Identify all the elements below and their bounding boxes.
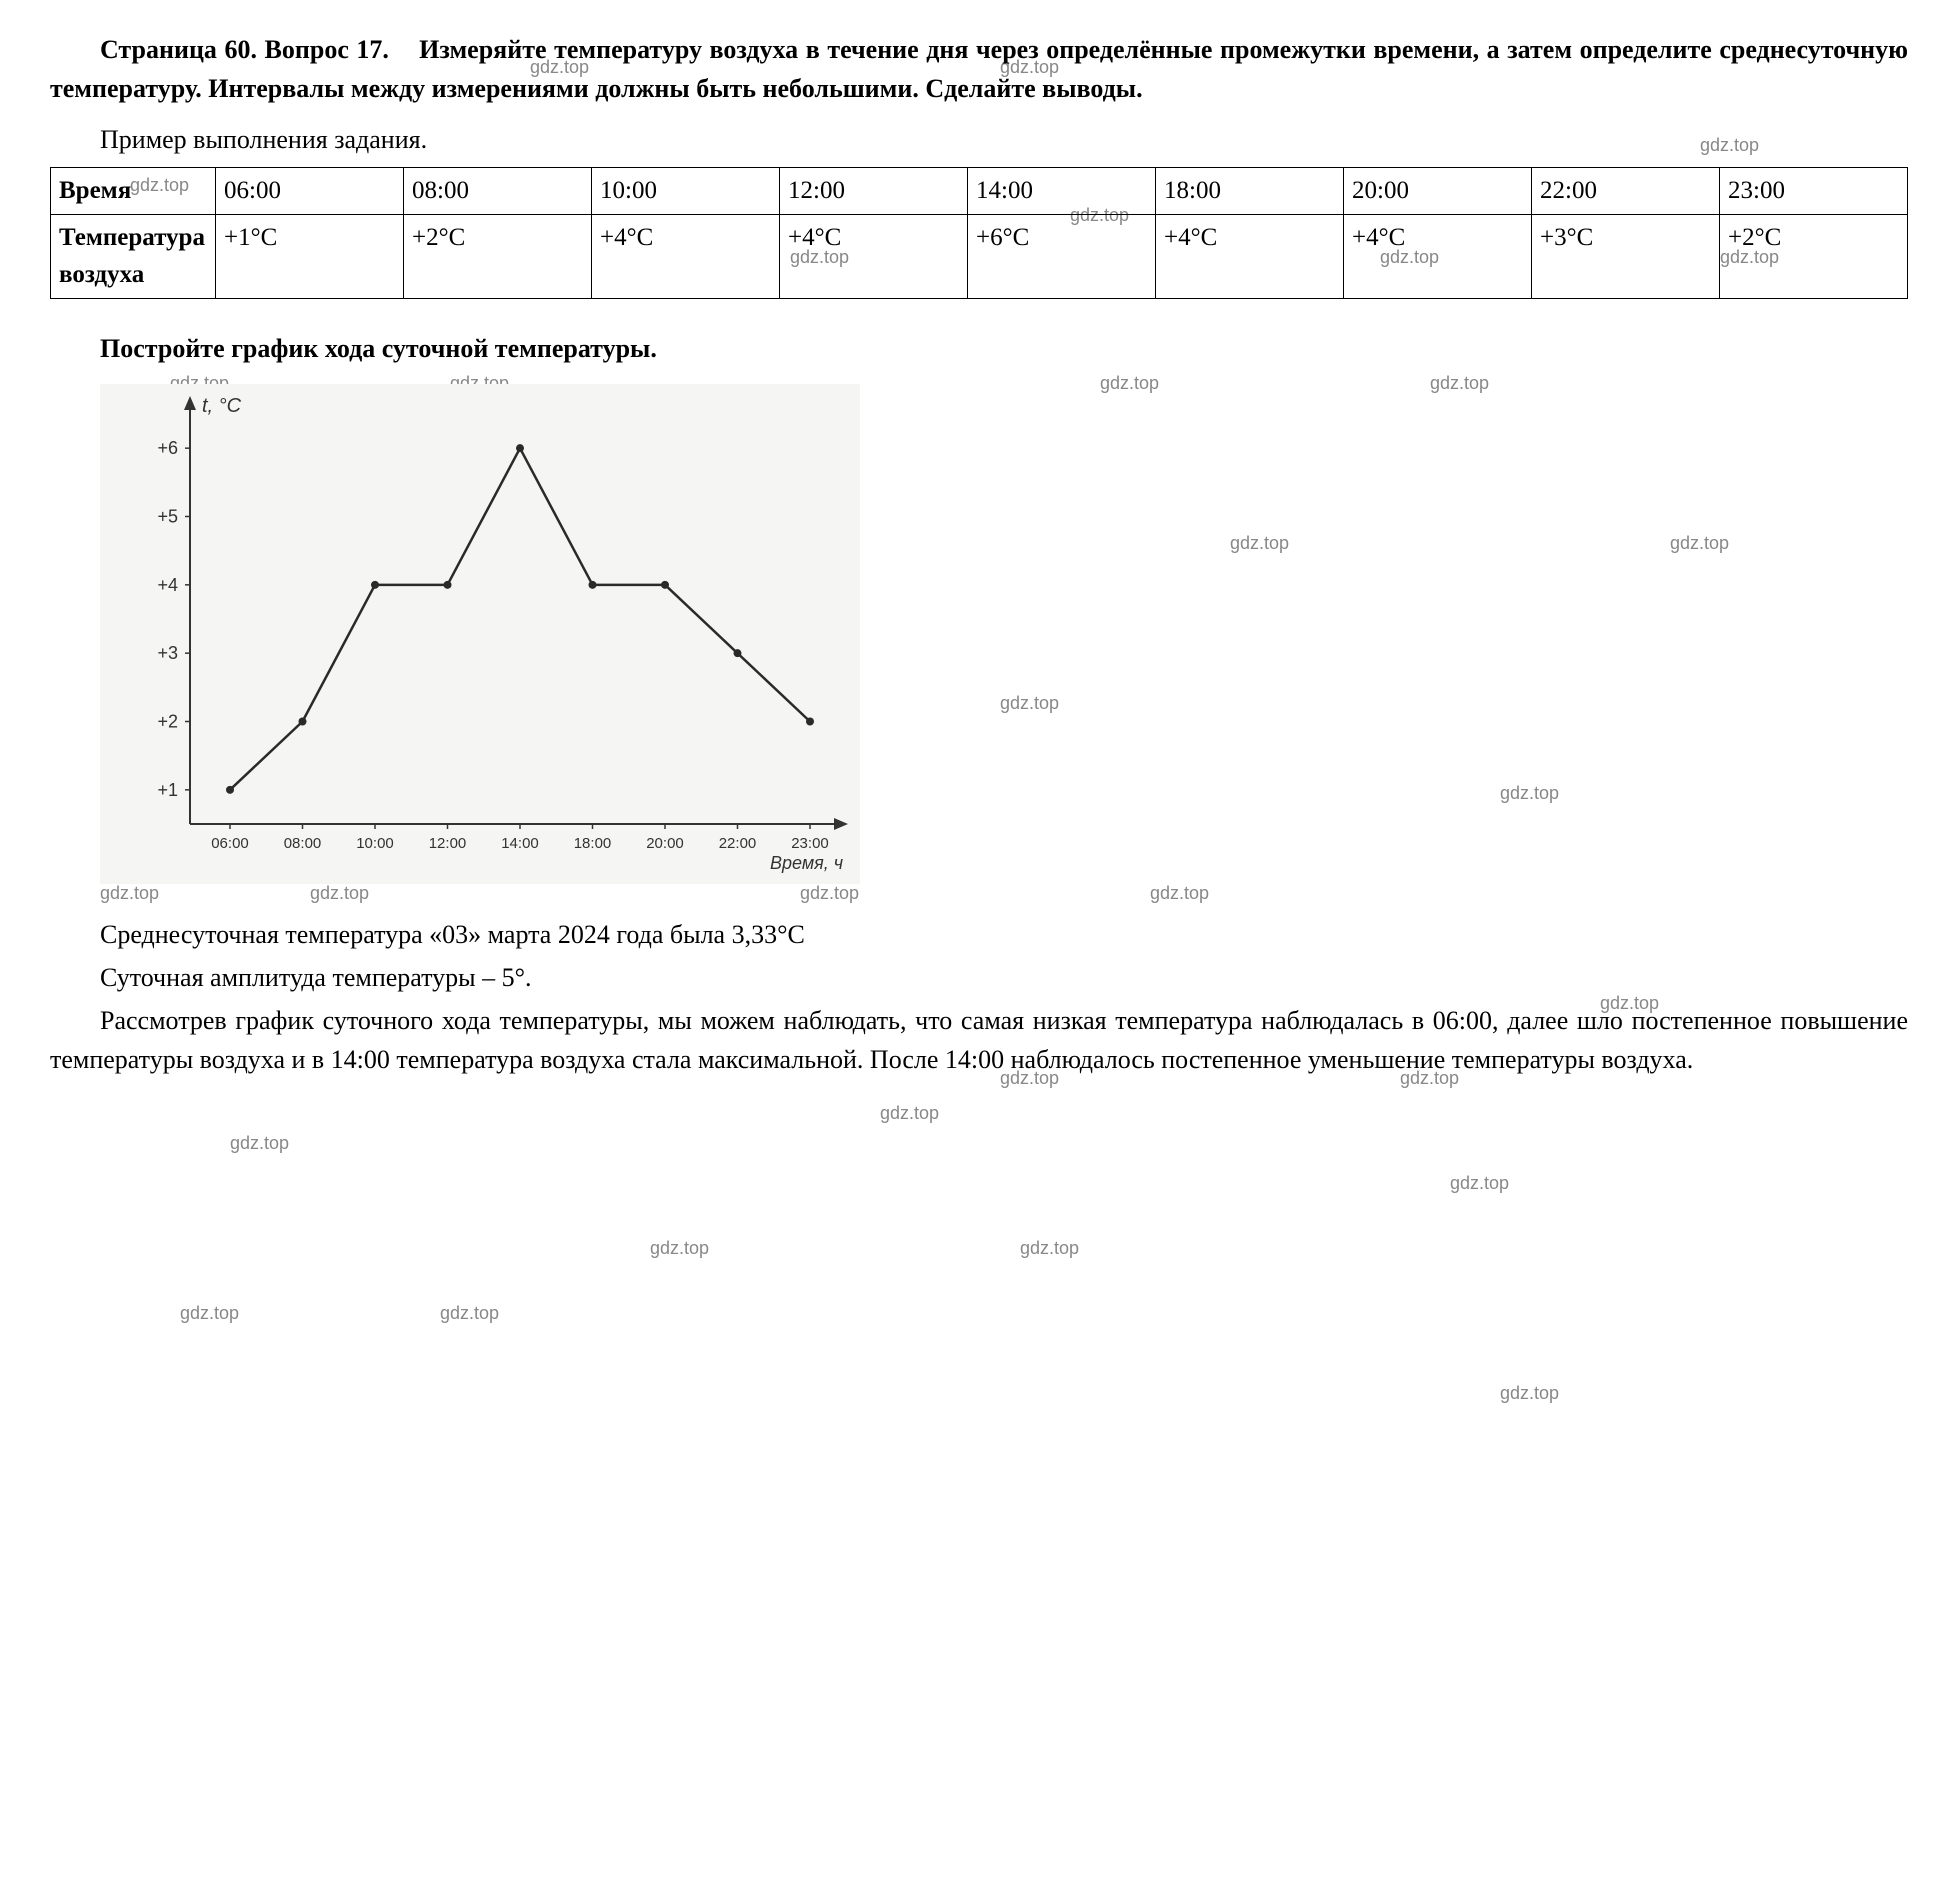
temperature-table: Время 06:00 08:00 10:00 12:00 14:00 18:0… <box>50 167 1908 299</box>
temp-cell: +6°С <box>968 214 1156 298</box>
temp-cell: +4°С <box>592 214 780 298</box>
table-row: Температура воздуха +1°С +2°С +4°С +4°С … <box>51 214 1908 298</box>
question-heading: Страница 60. Вопрос 17. Измеряйте темпер… <box>50 30 1908 108</box>
svg-text:Время, ч: Время, ч <box>770 853 843 873</box>
time-cell: 20:00 <box>1344 168 1532 215</box>
watermark: gdz.top <box>1020 1235 1079 1262</box>
svg-text:+3: +3 <box>157 643 178 663</box>
svg-text:t, °С: t, °С <box>202 395 242 417</box>
temperature-chart: t, °С Время, ч +1 +2 +3 +4 +5 +6 06:00 08:00 10:00… <box>100 384 860 884</box>
watermark: gdz.top <box>650 1235 709 1262</box>
watermark: gdz.top <box>180 1300 239 1327</box>
temp-cell: +1°С <box>216 214 404 298</box>
time-cell: 10:00 <box>592 168 780 215</box>
svg-text:12:00: 12:00 <box>429 835 467 852</box>
temp-cell: +2°С <box>404 214 592 298</box>
time-cell: 22:00 <box>1532 168 1720 215</box>
time-cell: 12:00 <box>780 168 968 215</box>
svg-text:10:00: 10:00 <box>356 835 394 852</box>
svg-text:06:00: 06:00 <box>211 835 249 852</box>
time-cell: 23:00 <box>1720 168 1908 215</box>
svg-text:22:00: 22:00 <box>719 835 757 852</box>
table-row: Время 06:00 08:00 10:00 12:00 14:00 18:0… <box>51 168 1908 215</box>
svg-text:+5: +5 <box>157 506 178 526</box>
temp-cell: +2°С <box>1720 214 1908 298</box>
svg-text:08:00: 08:00 <box>284 835 322 852</box>
watermark: gdz.top <box>1500 1380 1559 1407</box>
time-row-header: Время <box>51 168 216 215</box>
svg-text:14:00: 14:00 <box>501 835 539 852</box>
svg-text:18:00: 18:00 <box>574 835 612 852</box>
svg-text:+2: +2 <box>157 711 178 731</box>
watermark: gdz.top <box>880 1100 939 1127</box>
time-cell: 14:00 <box>968 168 1156 215</box>
temp-cell: +3°С <box>1532 214 1720 298</box>
svg-text:23:00: 23:00 <box>791 835 829 852</box>
watermark: gdz.top <box>230 1130 289 1157</box>
svg-text:+6: +6 <box>157 438 178 458</box>
time-cell: 06:00 <box>216 168 404 215</box>
chart-heading: Постройте график хода суточной температу… <box>50 329 1908 368</box>
temp-cell: +4°С <box>1156 214 1344 298</box>
result-avg-temp: Среднесуточная температура «03» марта 20… <box>50 915 1908 954</box>
svg-text:+4: +4 <box>157 574 178 594</box>
svg-text:+1: +1 <box>157 779 178 799</box>
time-cell: 18:00 <box>1156 168 1344 215</box>
chart-container: t, °С Время, ч +1 +2 +3 +4 +5 +6 06:00 08:00 10:00… <box>100 384 1908 895</box>
conclusion-text: Рассмотрев график суточного хода темпера… <box>50 1001 1908 1079</box>
svg-text:20:00: 20:00 <box>646 835 684 852</box>
temp-cell: +4°С <box>1344 214 1532 298</box>
example-label: Пример выполнения задания. <box>50 120 1908 159</box>
time-cell: 08:00 <box>404 168 592 215</box>
watermark: gdz.top <box>440 1300 499 1327</box>
watermark: gdz.top <box>1450 1170 1509 1197</box>
question-label: Страница 60. Вопрос 17. <box>100 35 389 64</box>
result-amplitude: Суточная амплитуда температуры – 5°. <box>50 958 1908 997</box>
temp-row-header: Температура воздуха <box>51 214 216 298</box>
temp-cell: +4°С <box>780 214 968 298</box>
